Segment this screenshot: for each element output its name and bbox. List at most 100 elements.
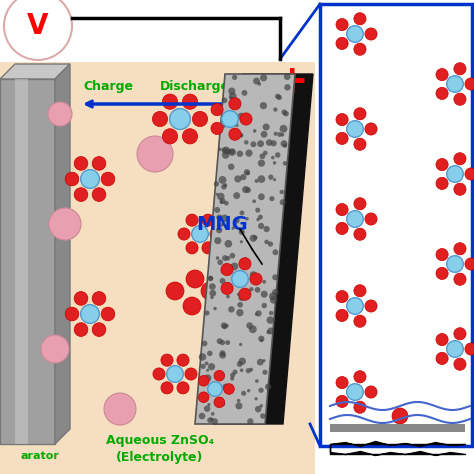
Circle shape: [284, 84, 291, 91]
Circle shape: [280, 190, 284, 194]
Circle shape: [454, 63, 466, 75]
Circle shape: [231, 227, 235, 230]
Circle shape: [436, 69, 448, 81]
Circle shape: [211, 418, 218, 425]
Circle shape: [161, 354, 173, 366]
Circle shape: [275, 94, 281, 99]
Circle shape: [283, 144, 287, 148]
Circle shape: [229, 96, 233, 100]
Circle shape: [258, 160, 265, 167]
Circle shape: [261, 131, 267, 138]
Circle shape: [236, 402, 243, 410]
Circle shape: [204, 405, 210, 412]
Circle shape: [253, 235, 257, 240]
Circle shape: [255, 379, 259, 383]
Circle shape: [65, 307, 79, 321]
Circle shape: [247, 389, 250, 392]
Circle shape: [207, 403, 210, 406]
Circle shape: [252, 200, 256, 203]
Circle shape: [260, 404, 263, 408]
Circle shape: [245, 149, 253, 157]
Circle shape: [238, 357, 246, 365]
Circle shape: [354, 401, 366, 413]
Circle shape: [239, 288, 251, 301]
Circle shape: [199, 353, 206, 361]
Circle shape: [281, 140, 287, 147]
Circle shape: [260, 413, 265, 419]
Circle shape: [219, 401, 225, 407]
Circle shape: [447, 76, 463, 92]
Circle shape: [104, 393, 136, 425]
Circle shape: [354, 13, 366, 25]
Circle shape: [232, 75, 237, 80]
Circle shape: [258, 388, 264, 393]
Circle shape: [208, 363, 215, 370]
Circle shape: [214, 207, 220, 213]
Circle shape: [240, 240, 243, 243]
Circle shape: [236, 309, 244, 316]
Circle shape: [269, 196, 274, 201]
Circle shape: [346, 121, 363, 137]
Circle shape: [209, 276, 213, 281]
Circle shape: [153, 368, 165, 380]
Circle shape: [247, 418, 254, 425]
Text: V: V: [27, 12, 49, 40]
Circle shape: [221, 264, 233, 276]
Circle shape: [282, 109, 287, 115]
Circle shape: [221, 322, 227, 328]
Circle shape: [239, 134, 243, 137]
Circle shape: [454, 93, 466, 105]
Circle shape: [222, 124, 226, 128]
Circle shape: [238, 132, 243, 138]
Circle shape: [392, 408, 408, 424]
Circle shape: [186, 214, 198, 226]
Circle shape: [273, 132, 278, 136]
Circle shape: [185, 368, 197, 380]
Circle shape: [346, 210, 363, 228]
Circle shape: [225, 340, 230, 345]
Circle shape: [454, 328, 466, 340]
Circle shape: [229, 149, 235, 154]
Circle shape: [81, 305, 100, 323]
Circle shape: [454, 243, 466, 255]
Circle shape: [447, 166, 463, 182]
Circle shape: [346, 298, 363, 314]
Circle shape: [336, 113, 348, 126]
Circle shape: [198, 392, 209, 402]
Circle shape: [262, 359, 265, 362]
Circle shape: [258, 223, 264, 229]
Circle shape: [249, 287, 254, 292]
Circle shape: [280, 199, 286, 205]
Circle shape: [262, 280, 266, 283]
Circle shape: [208, 276, 213, 281]
Circle shape: [237, 302, 243, 308]
Circle shape: [170, 109, 191, 129]
Text: +: +: [276, 63, 308, 101]
Circle shape: [201, 282, 219, 300]
Circle shape: [454, 153, 466, 165]
Circle shape: [229, 98, 241, 110]
Circle shape: [216, 193, 219, 196]
Circle shape: [365, 300, 377, 312]
Circle shape: [74, 292, 88, 305]
Circle shape: [227, 120, 233, 126]
Circle shape: [250, 235, 257, 242]
Circle shape: [198, 375, 209, 386]
Circle shape: [354, 138, 366, 150]
Circle shape: [255, 208, 260, 213]
Circle shape: [226, 295, 230, 299]
Circle shape: [210, 228, 222, 240]
Circle shape: [336, 18, 348, 31]
Circle shape: [241, 391, 246, 396]
Circle shape: [214, 397, 225, 408]
Text: Discharge: Discharge: [160, 80, 230, 92]
Circle shape: [270, 296, 277, 304]
Circle shape: [336, 310, 348, 321]
Circle shape: [346, 26, 363, 42]
Circle shape: [249, 325, 257, 333]
Circle shape: [365, 386, 377, 398]
Circle shape: [283, 161, 287, 165]
Circle shape: [229, 128, 241, 140]
Circle shape: [221, 147, 227, 153]
Circle shape: [257, 359, 264, 365]
